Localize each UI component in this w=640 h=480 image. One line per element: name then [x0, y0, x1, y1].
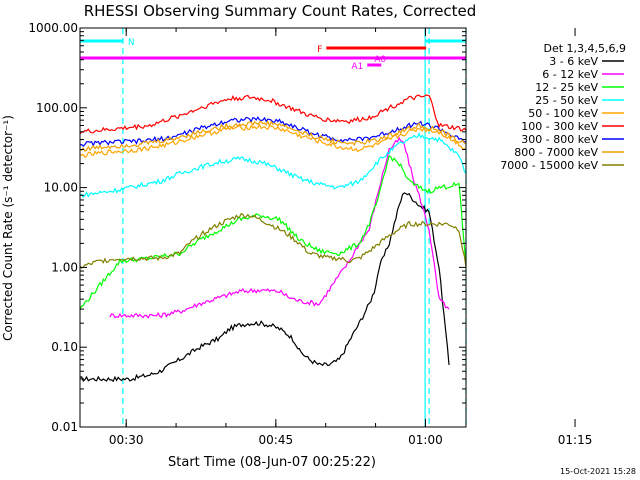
y-tick-label: 0.01: [51, 420, 78, 434]
x-tick-label: 00:30: [109, 433, 144, 447]
series-line-25-50-kev: [79, 131, 467, 198]
y-axis-label: Corrected Count Rate (s⁻¹ detector⁻¹): [1, 115, 15, 341]
series-line-12-25-kev: [79, 154, 467, 311]
x-tick-label: 01:00: [408, 433, 443, 447]
y-tick-label: 0.10: [51, 340, 78, 354]
y-tick-label: 100.00: [36, 101, 78, 115]
legend-label: 50 - 100 keV: [528, 107, 598, 120]
footer-date: 15-Oct-2021 15:28: [560, 467, 636, 476]
series-line-100-300-kev: [79, 94, 467, 135]
y-tick-label: 10.00: [44, 181, 78, 195]
x-tick-label: 01:15: [558, 433, 593, 447]
series-line-800-7000-kev: [79, 119, 467, 152]
series-line-3-6-kev: [79, 192, 450, 383]
flag-label: A1: [351, 62, 363, 72]
chart-title: RHESSI Observing Summary Count Rates, Co…: [84, 2, 477, 20]
y-tick-label: 1.00: [51, 260, 78, 274]
legend-label: 800 - 7000 keV: [514, 146, 598, 159]
legend-label: 25 - 50 keV: [535, 94, 598, 107]
flag-label: N: [128, 38, 135, 48]
y-tick-label: 1000.00: [28, 21, 78, 35]
legend-label: 100 - 300 keV: [521, 120, 598, 133]
flag-label: F: [317, 45, 322, 55]
legend-title: Det 1,3,4,5,6,9: [543, 42, 626, 55]
legend-label: 6 - 12 keV: [542, 68, 598, 81]
legend-label: 300 - 800 keV: [521, 133, 598, 146]
x-axis-label: Start Time (08-Jun-07 00:25:22): [168, 455, 376, 470]
series-line-50-100-kev: [79, 123, 467, 159]
series-line-6-12-kev: [109, 136, 450, 319]
plot-frame: [79, 27, 467, 428]
legend-label: 12 - 25 keV: [535, 81, 598, 94]
series-line-7000-15000-kev: [79, 212, 467, 270]
flag-label: A0: [374, 55, 386, 65]
x-tick-label: 00:45: [259, 433, 294, 447]
legend-label: 7000 - 15000 keV: [500, 159, 598, 172]
legend-label: 3 - 6 keV: [549, 55, 598, 68]
